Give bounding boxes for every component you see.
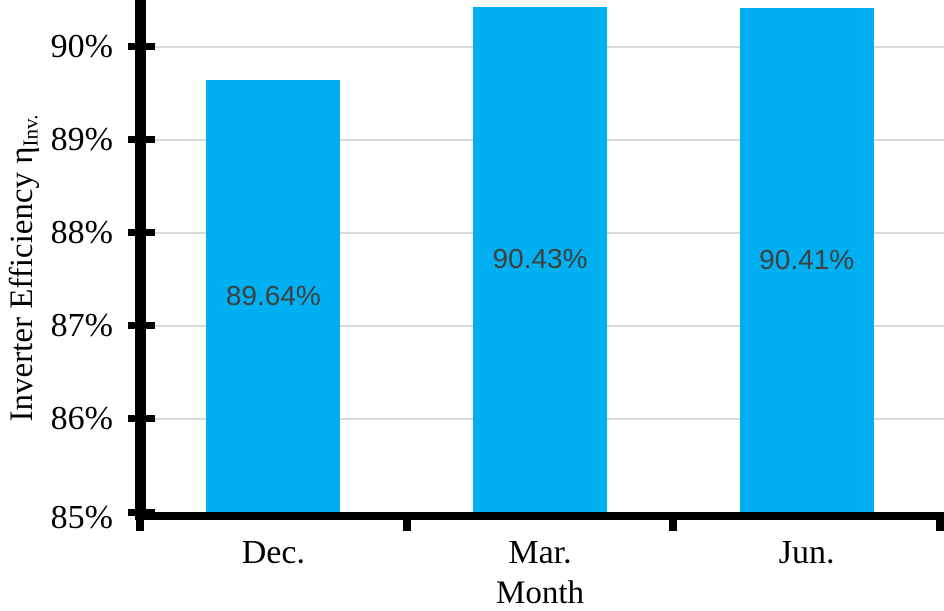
y-tick-label-85%: 85% xyxy=(50,499,113,536)
y-tick-label-87%: 87% xyxy=(50,306,113,344)
y-tick-mark-89% xyxy=(128,136,155,144)
y-tick-mark-90% xyxy=(128,43,155,51)
y-tick-mark-85% xyxy=(128,508,155,516)
bar-mar: 90.43% xyxy=(473,6,607,512)
x-axis-line xyxy=(135,512,944,520)
x-tick-mark xyxy=(136,520,144,531)
y-tick-label-86%: 86% xyxy=(50,399,113,437)
bar-dec: 89.64% xyxy=(206,80,341,512)
y-tick-mark-88% xyxy=(128,229,155,237)
y-axis-title-main: Inverter Efficiency η xyxy=(4,146,40,422)
y-tick-mark-87% xyxy=(128,322,155,330)
bar-value-label: 89.64% xyxy=(225,280,321,312)
y-tick-label-88%: 88% xyxy=(50,213,113,251)
y-tick-mark-86% xyxy=(128,415,155,423)
bar-value-label: 90.43% xyxy=(492,243,588,275)
x-category-label-mar: Mar. xyxy=(508,534,572,571)
x-tick-mark xyxy=(669,520,678,531)
y-axis-title: Inverter Efficiency ηInv. xyxy=(0,18,44,518)
y-axis-title-subscript: Inv. xyxy=(18,114,43,147)
y-axis-spine xyxy=(135,0,146,520)
y-tick-label-89%: 89% xyxy=(50,120,113,158)
y-tick-label-90%: 90% xyxy=(50,27,113,65)
x-axis-title: Month xyxy=(495,575,584,611)
x-tick-mark xyxy=(402,520,411,531)
x-category-label-dec: Dec. xyxy=(241,534,305,571)
bar-jun: 90.41% xyxy=(739,8,874,512)
x-category-label-jun: Jun. xyxy=(778,534,835,571)
x-tick-mark xyxy=(936,520,944,531)
bar-value-label: 90.41% xyxy=(759,244,855,276)
